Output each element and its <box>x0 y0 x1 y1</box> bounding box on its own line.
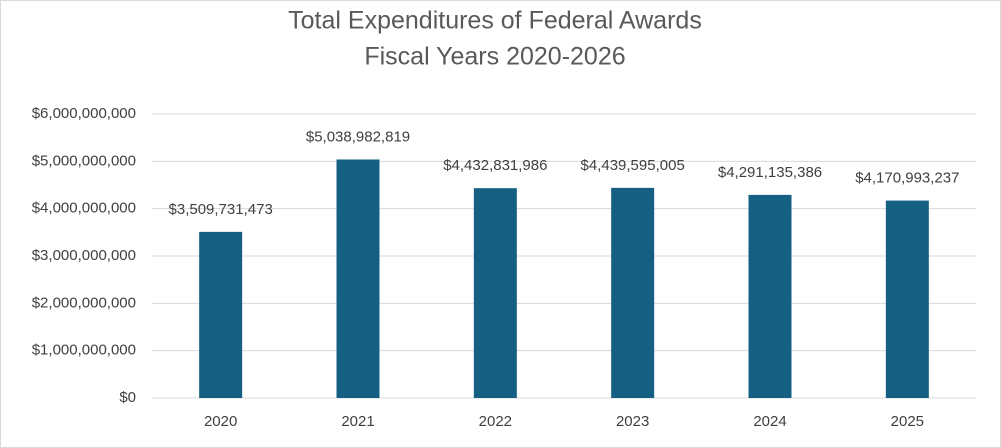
y-tick-label: $4,000,000,000 <box>32 200 136 217</box>
bar <box>336 159 380 398</box>
x-tick-label: 2024 <box>753 413 786 430</box>
bar <box>199 231 243 398</box>
y-tick-label: $3,000,000,000 <box>32 247 136 264</box>
y-tick-label: $5,000,000,000 <box>32 152 136 169</box>
data-label: $4,432,831,986 <box>443 157 547 174</box>
x-tick-label: 2022 <box>479 413 512 430</box>
bar <box>885 200 929 398</box>
x-tick-label: 2020 <box>204 413 237 430</box>
data-label: $4,439,595,005 <box>581 157 685 174</box>
x-tick-label: 2023 <box>616 413 649 430</box>
y-tick-label: $6,000,000,000 <box>32 105 136 122</box>
bar <box>611 187 655 398</box>
x-tick-label: 2021 <box>341 413 374 430</box>
y-tick-label: $1,000,000,000 <box>32 342 136 359</box>
data-label: $5,038,982,819 <box>306 128 410 145</box>
bar <box>473 188 517 398</box>
chart-title: Fiscal Years 2020-2026 <box>364 43 625 71</box>
x-tick-label: 2025 <box>891 413 924 430</box>
chart-title: Total Expenditures of Federal Awards <box>288 7 702 35</box>
data-label: $4,291,135,386 <box>718 164 822 181</box>
data-label: $3,509,731,473 <box>169 201 273 218</box>
data-label: $4,170,993,237 <box>855 170 959 187</box>
bar <box>748 194 792 398</box>
y-tick-label: $2,000,000,000 <box>32 294 136 311</box>
y-tick-label: $0 <box>119 389 136 406</box>
